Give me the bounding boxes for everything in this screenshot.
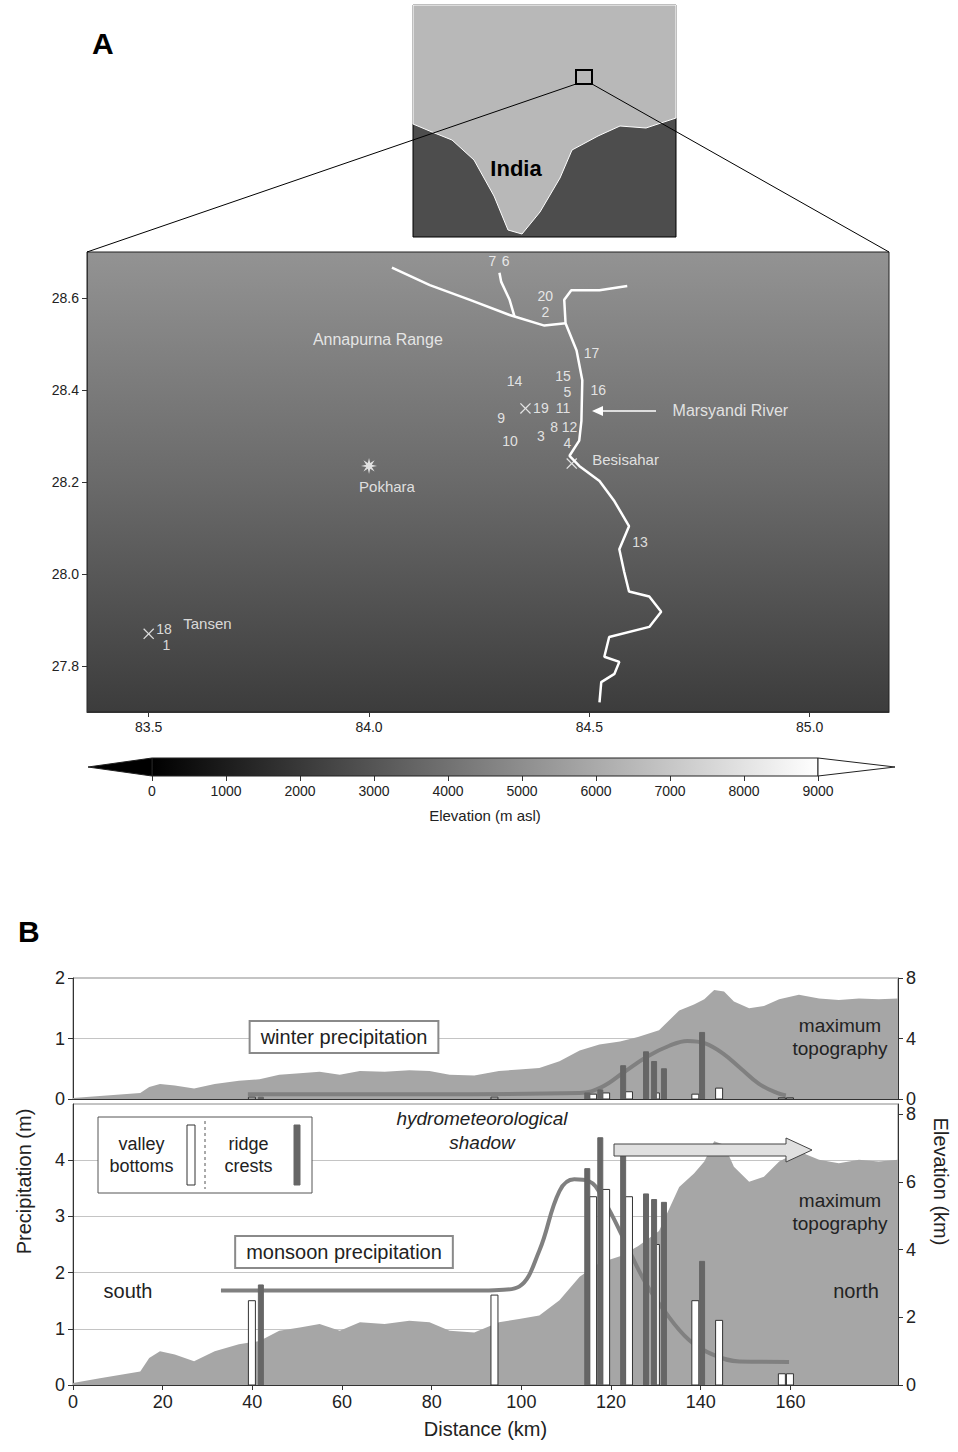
svg-text:9000: 9000: [802, 783, 833, 799]
svg-text:north: north: [833, 1280, 879, 1302]
svg-text:3: 3: [55, 1206, 65, 1226]
svg-text:2: 2: [906, 1307, 916, 1327]
svg-text:1: 1: [55, 1319, 65, 1339]
svg-text:11: 11: [556, 400, 571, 416]
svg-text:13: 13: [632, 534, 648, 550]
svg-text:80: 80: [422, 1392, 442, 1412]
svg-text:shadow: shadow: [449, 1132, 516, 1153]
svg-text:Tansen: Tansen: [183, 615, 231, 632]
svg-text:Elevation (km): Elevation (km): [930, 1118, 952, 1246]
svg-text:India: India: [490, 156, 542, 181]
svg-text:28.2: 28.2: [52, 474, 79, 490]
svg-text:maximum: maximum: [799, 1015, 881, 1036]
svg-text:84.5: 84.5: [576, 719, 603, 735]
svg-text:4: 4: [906, 1029, 916, 1049]
svg-text:Pokhara: Pokhara: [359, 478, 416, 495]
svg-text:84.0: 84.0: [355, 719, 382, 735]
svg-text:0: 0: [55, 1375, 65, 1395]
svg-text:28.0: 28.0: [52, 566, 79, 582]
svg-text:5: 5: [563, 384, 571, 400]
svg-text:9: 9: [497, 410, 505, 426]
svg-text:maximum: maximum: [799, 1190, 881, 1211]
svg-text:28.4: 28.4: [52, 382, 79, 398]
svg-text:140: 140: [686, 1392, 716, 1412]
svg-text:hydrometeorological: hydrometeorological: [396, 1108, 568, 1129]
svg-text:8: 8: [550, 419, 558, 435]
svg-text:16: 16: [590, 382, 606, 398]
svg-text:12: 12: [562, 419, 578, 435]
svg-text:8000: 8000: [728, 783, 759, 799]
svg-text:crests: crests: [224, 1156, 272, 1176]
svg-text:4000: 4000: [432, 783, 463, 799]
svg-text:topography: topography: [792, 1038, 888, 1059]
svg-text:3: 3: [537, 428, 545, 444]
svg-text:8: 8: [906, 1104, 916, 1124]
svg-text:Elevation (m asl): Elevation (m asl): [429, 807, 541, 824]
svg-text:14: 14: [507, 373, 523, 389]
svg-text:28.6: 28.6: [52, 290, 79, 306]
svg-text:4: 4: [906, 1240, 916, 1260]
svg-text:Besisahar: Besisahar: [592, 451, 659, 468]
svg-text:6: 6: [502, 253, 510, 269]
svg-text:2: 2: [55, 968, 65, 988]
svg-text:B: B: [18, 915, 40, 948]
svg-text:2: 2: [541, 304, 549, 320]
svg-text:3000: 3000: [358, 783, 389, 799]
svg-text:0: 0: [148, 783, 156, 799]
svg-text:7: 7: [489, 253, 497, 269]
svg-text:20: 20: [537, 288, 553, 304]
svg-text:Marsyandi River: Marsyandi River: [673, 402, 789, 419]
svg-text:7000: 7000: [654, 783, 685, 799]
svg-text:bottoms: bottoms: [109, 1156, 173, 1176]
svg-text:10: 10: [502, 433, 518, 449]
svg-text:Distance (km): Distance (km): [424, 1418, 547, 1440]
svg-text:83.5: 83.5: [135, 719, 162, 735]
svg-text:17: 17: [584, 345, 600, 361]
svg-text:A: A: [92, 27, 114, 60]
svg-text:6000: 6000: [580, 783, 611, 799]
svg-text:1000: 1000: [210, 783, 241, 799]
svg-text:6: 6: [906, 1172, 916, 1192]
svg-text:8: 8: [906, 968, 916, 988]
svg-text:0: 0: [906, 1375, 916, 1395]
svg-text:Precipitation (m): Precipitation (m): [13, 1109, 35, 1255]
svg-text:40: 40: [242, 1392, 262, 1412]
svg-text:20: 20: [153, 1392, 173, 1412]
svg-text:120: 120: [596, 1392, 626, 1412]
svg-text:4: 4: [55, 1150, 65, 1170]
svg-text:Annapurna Range: Annapurna Range: [313, 331, 443, 348]
svg-text:15: 15: [555, 368, 571, 384]
svg-text:4: 4: [563, 435, 571, 451]
svg-text:100: 100: [506, 1392, 536, 1412]
svg-text:1: 1: [162, 637, 170, 653]
svg-text:18: 18: [156, 621, 172, 637]
svg-text:27.8: 27.8: [52, 658, 79, 674]
svg-text:1: 1: [55, 1029, 65, 1049]
svg-text:south: south: [104, 1280, 153, 1302]
svg-text:ridge: ridge: [228, 1134, 268, 1154]
svg-text:0: 0: [55, 1089, 65, 1109]
svg-text:2000: 2000: [284, 783, 315, 799]
svg-text:0: 0: [68, 1392, 78, 1412]
svg-text:2: 2: [55, 1263, 65, 1283]
svg-text:85.0: 85.0: [796, 719, 823, 735]
svg-text:monsoon precipitation: monsoon precipitation: [246, 1241, 442, 1263]
svg-text:topography: topography: [792, 1213, 888, 1234]
svg-text:valley: valley: [118, 1134, 164, 1154]
svg-text:winter precipitation: winter precipitation: [260, 1026, 428, 1048]
svg-text:0: 0: [906, 1089, 916, 1109]
svg-text:5000: 5000: [506, 783, 537, 799]
svg-text:19: 19: [533, 400, 549, 416]
svg-text:160: 160: [775, 1392, 805, 1412]
svg-text:60: 60: [332, 1392, 352, 1412]
